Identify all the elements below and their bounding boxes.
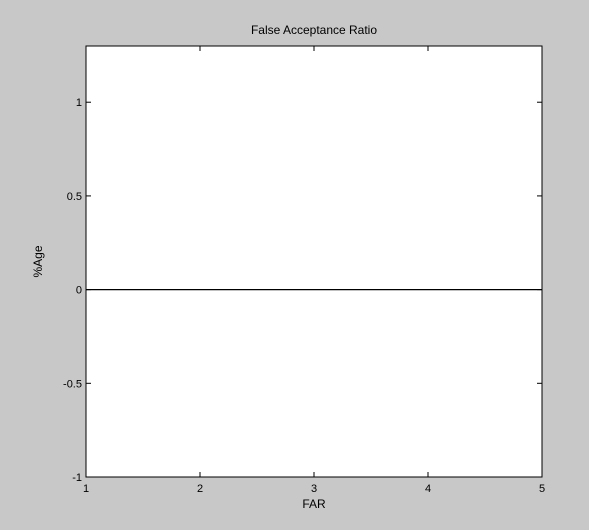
x-tick-label: 1 bbox=[83, 483, 89, 495]
axes-background bbox=[86, 46, 542, 477]
x-tick-label: 5 bbox=[539, 483, 545, 495]
x-tick-label: 2 bbox=[197, 483, 203, 495]
x-axis-label: FAR bbox=[302, 497, 326, 511]
chart-title: False Acceptance Ratio bbox=[251, 23, 377, 37]
y-tick-label: 0.5 bbox=[67, 191, 82, 203]
x-tick-label: 4 bbox=[425, 483, 431, 495]
y-tick-label: 1 bbox=[76, 97, 82, 109]
x-tick-label: 3 bbox=[311, 483, 317, 495]
y-axis-label: %Age bbox=[31, 245, 45, 277]
y-tick-label: -0.5 bbox=[63, 378, 82, 390]
y-tick-label: 0 bbox=[76, 285, 82, 297]
y-tick-label: -1 bbox=[72, 472, 82, 484]
ticks-layer: 1 2 3 4 5 -1 -0.5 0 0.5 1 bbox=[63, 46, 545, 495]
axes-frame bbox=[85, 45, 543, 478]
